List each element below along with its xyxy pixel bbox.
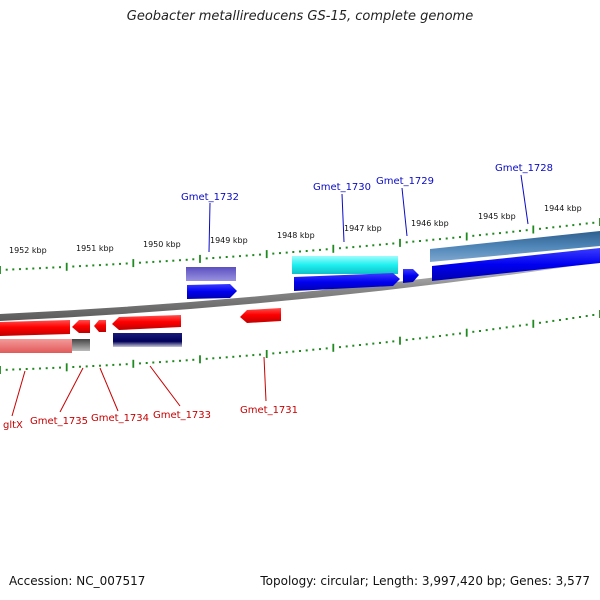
gene-arrow-gmet-1732[interactable] xyxy=(187,284,237,299)
map-title: Geobacter metallireducens GS-15, complet… xyxy=(126,9,474,24)
gene-arrow-gmet-1735[interactable] xyxy=(72,320,90,333)
gene-arrow-gmet-1731[interactable] xyxy=(240,308,281,323)
gene-bar-gmet-1733-shade[interactable] xyxy=(113,333,182,347)
gene-label-gmet-1731[interactable]: Gmet_1731 xyxy=(240,405,298,416)
gene-label-gmet-1728[interactable]: Gmet_1728 xyxy=(495,163,553,174)
reverse-features xyxy=(0,308,281,353)
gene-bar-gmet-1730-shade[interactable] xyxy=(292,256,398,274)
topology-text: Topology: circular; Length: 3,997,420 bp… xyxy=(260,574,590,588)
gene-bar-gmet-1732-shade[interactable] xyxy=(186,267,236,281)
gene-arrow-gmet-1728[interactable] xyxy=(432,248,600,281)
gene-arrow-gmet-1729[interactable] xyxy=(403,269,419,283)
gene-label-gmet-1729[interactable]: Gmet_1729 xyxy=(376,176,434,187)
gene-arrow-gmet-1734[interactable] xyxy=(94,320,106,332)
accession-text: Accession: NC_007517 xyxy=(9,574,146,588)
scale-label-1949: 1949 kbp xyxy=(210,236,248,245)
forward-features xyxy=(186,231,600,299)
lower-scale-ruler xyxy=(0,310,600,374)
gene-label-gmet-1730[interactable]: Gmet_1730 xyxy=(313,182,371,193)
scale-label-1945: 1945 kbp xyxy=(478,212,516,221)
gene-bar-gltx-shade-end xyxy=(72,339,90,351)
gene-label-gmet-1735[interactable]: Gmet_1735 xyxy=(30,416,88,427)
reverse-callouts xyxy=(11,356,267,417)
upper-scale-ruler xyxy=(0,218,600,274)
scale-label-1944: 1944 kbp xyxy=(544,204,582,213)
gene-label-gmet-1732[interactable]: Gmet_1732 xyxy=(181,192,239,203)
gene-bar-gmet-1728-shade[interactable] xyxy=(430,231,600,262)
forward-callouts xyxy=(208,174,529,253)
scale-label-1948: 1948 kbp xyxy=(277,231,315,240)
gene-arrow-gltx[interactable] xyxy=(0,320,70,336)
gene-label-gmet-1734[interactable]: Gmet_1734 xyxy=(91,413,149,424)
scale-label-1951: 1951 kbp xyxy=(76,244,114,253)
gene-bar-gltx-shade[interactable] xyxy=(0,339,72,353)
gene-arrow-gmet-1730[interactable] xyxy=(294,273,400,291)
gene-label-gltx[interactable]: gltX xyxy=(3,420,23,431)
scale-label-1946: 1946 kbp xyxy=(411,219,449,228)
scale-label-1950: 1950 kbp xyxy=(143,240,181,249)
genome-backbone xyxy=(0,255,600,321)
scale-label-1952: 1952 kbp xyxy=(9,246,47,255)
gene-arrow-gmet-1733[interactable] xyxy=(112,315,181,330)
gene-label-gmet-1733[interactable]: Gmet_1733 xyxy=(153,410,211,421)
scale-label-1947: 1947 kbp xyxy=(344,224,382,233)
